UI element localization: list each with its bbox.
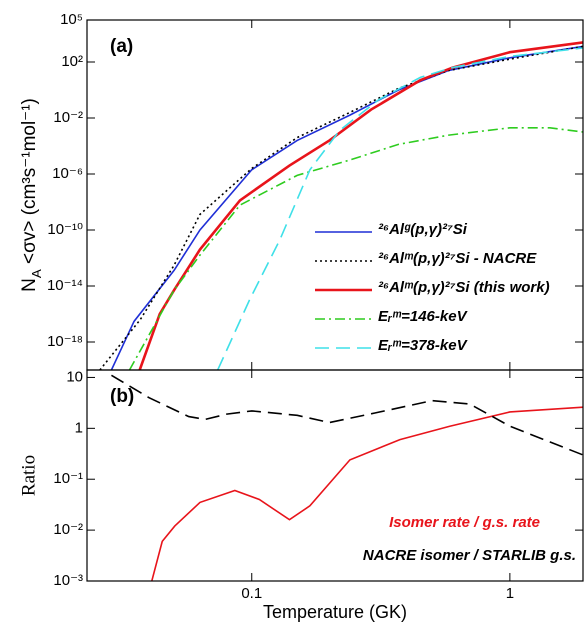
y-tick-label: 10⁻²: [53, 109, 83, 126]
series-line: [216, 47, 583, 370]
x-tick-label: 0.1: [241, 585, 262, 602]
legend-label: ²⁶Alᵐ(p,γ)²⁷Si - NACRE: [378, 250, 537, 267]
y-tick-label: 10⁻²: [53, 521, 83, 538]
series-annotation: Isomer rate / g.s. rate: [389, 514, 540, 531]
legend-label: ²⁶Alᵍ(p,γ)²⁷Si: [378, 221, 468, 238]
panel-label: (b): [110, 386, 134, 407]
y-tick-label: 10⁻³: [53, 572, 83, 589]
legend-label: ²⁶Alᵐ(p,γ)²⁷Si (this work): [378, 279, 550, 296]
plot-frame: [86, 19, 584, 371]
y-tick-label: 10: [66, 368, 83, 385]
y-tick-label: 10²: [61, 53, 83, 70]
panel-label: (a): [110, 36, 133, 57]
series-line: [99, 45, 583, 370]
series-line: [138, 41, 583, 370]
y-tick-label: 10⁻¹⁴: [47, 277, 83, 294]
y-tick-label: 10⁻⁶: [52, 165, 83, 182]
series-annotation: NACRE isomer / STARLIB g.s.: [363, 547, 576, 564]
plot-area: [99, 41, 583, 370]
y-tick-label: 10⁻¹⁰: [47, 221, 83, 238]
x-axis-label: Temperature (GK): [263, 602, 407, 622]
series-line: [151, 406, 583, 581]
y-tick-label: 10⁻¹⁸: [47, 333, 83, 350]
y-axis-label: Ratio: [18, 455, 39, 496]
series-line: [128, 126, 583, 370]
series-line: [110, 45, 583, 370]
plot-area: [111, 374, 583, 581]
y-tick-label: 1: [75, 419, 83, 436]
series-line: [111, 374, 583, 456]
plot-frame: [86, 369, 584, 582]
x-tick-label: 1: [506, 585, 514, 602]
y-axis-label: NA <σv> (cm³s⁻¹mol⁻¹): [19, 98, 44, 292]
legend-label: Eᵣᵐ=146-keV: [378, 308, 469, 325]
legend-label: Eᵣᵐ=378-keV: [378, 337, 469, 354]
y-tick-label: 10⁻¹: [53, 470, 83, 487]
y-tick-label: 10⁵: [60, 11, 83, 28]
